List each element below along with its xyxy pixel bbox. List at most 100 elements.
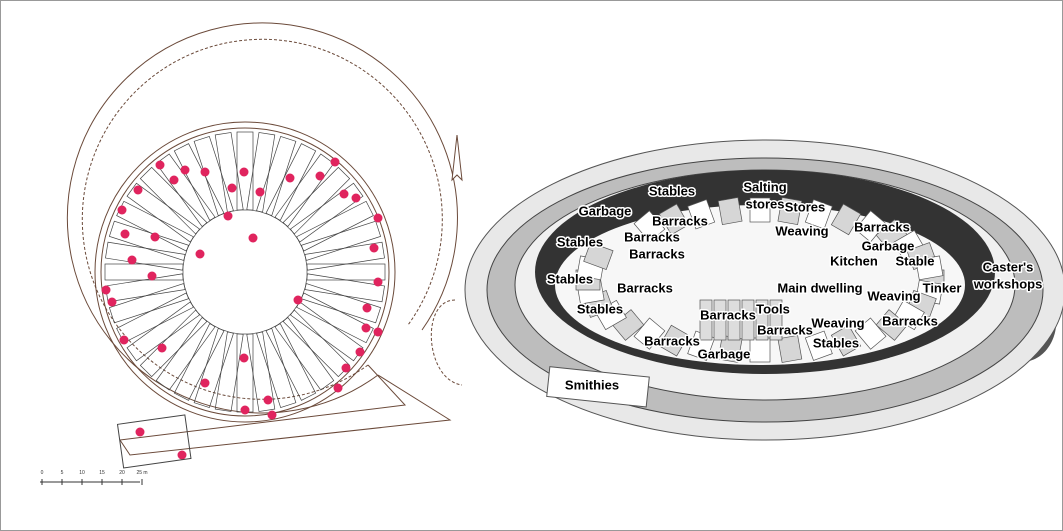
building-label: Barracks — [652, 213, 708, 228]
find-marker — [240, 405, 250, 415]
house — [304, 241, 385, 271]
find-marker — [150, 232, 160, 242]
building-label: Stores — [785, 199, 825, 214]
house-block — [717, 197, 743, 226]
house-block — [633, 317, 666, 350]
find-marker — [373, 327, 383, 337]
find-marker — [361, 323, 371, 333]
house-block — [727, 299, 741, 341]
house-block — [830, 203, 862, 236]
building-label: Barracks — [854, 219, 910, 234]
house-block — [658, 203, 690, 236]
north-arrow — [451, 134, 463, 182]
houses — [546, 197, 945, 408]
building-label: Garbage — [579, 203, 632, 218]
find-marker — [195, 249, 205, 259]
house-block — [777, 334, 803, 363]
inner-wall-2 — [100, 127, 390, 417]
house-block — [713, 299, 727, 341]
find-marker — [351, 193, 361, 203]
building-label: Barracks — [882, 313, 938, 328]
house-block — [915, 255, 944, 281]
house-block — [741, 299, 755, 341]
find-marker — [373, 213, 383, 223]
house-block — [699, 299, 713, 341]
find-marker — [133, 185, 143, 195]
house-block — [749, 197, 771, 223]
ditch — [430, 299, 463, 386]
site-model — [464, 139, 1063, 441]
outer-bank-inner — [81, 38, 443, 400]
house-block — [830, 324, 862, 357]
building-label: workshops — [973, 276, 1043, 291]
scale-bar: 0 5 10 15 20 25 m — [40, 470, 148, 485]
find-marker — [315, 171, 325, 181]
find-marker — [239, 353, 249, 363]
road — [119, 364, 452, 456]
building-label: Stables — [557, 234, 603, 249]
court — [187, 214, 303, 330]
building-label: Weaving — [775, 223, 828, 238]
building-label: Barracks — [700, 307, 756, 322]
find-marker — [157, 343, 167, 353]
building-label: Smithies — [565, 377, 619, 392]
find-marker — [135, 427, 145, 437]
outwork — [116, 414, 192, 469]
building-label: Salting — [743, 179, 786, 194]
building-label: Garbage — [862, 238, 915, 253]
find-marker — [155, 160, 165, 170]
house-block — [658, 324, 690, 357]
find-marker — [285, 173, 295, 183]
find-marker — [255, 187, 265, 197]
building-label: Tools — [756, 301, 790, 316]
house-block — [804, 199, 833, 230]
house-block — [875, 309, 908, 341]
scale-tick-label: 25 m — [136, 470, 147, 476]
labels: Stables SaltingstoresGarbageBarracksStore… — [545, 178, 1043, 394]
scale-tick-label: 0 — [41, 470, 44, 476]
building-label: Kitchen — [830, 253, 878, 268]
building-label: Barracks — [624, 229, 680, 244]
outer-bank — [66, 22, 458, 414]
building-label: Barracks — [617, 280, 673, 295]
building-label: Tinker — [923, 280, 962, 295]
building-label: Stables — [813, 335, 859, 350]
house-block — [687, 199, 716, 230]
find-marker — [177, 450, 187, 460]
site-plan — [66, 22, 463, 469]
find-marker — [101, 285, 111, 295]
house-block — [633, 210, 666, 243]
building-label: Caster's — [983, 259, 1034, 274]
house-block — [749, 337, 771, 363]
building-label: Main dwelling — [777, 280, 862, 295]
smithy-block — [546, 366, 650, 408]
find-marker — [267, 410, 277, 420]
find-marker — [333, 383, 343, 393]
inner-wall — [94, 121, 396, 423]
building-label: Stables — [649, 183, 695, 198]
find-marker — [339, 189, 349, 199]
find-marker — [127, 255, 137, 265]
find-marker — [200, 167, 210, 177]
find-marker — [330, 157, 340, 167]
building-label: Weaving — [867, 288, 920, 303]
scale-tick-label: 5 — [61, 470, 64, 476]
building-label: Stables — [547, 271, 593, 286]
building-label: Barracks — [757, 322, 813, 337]
house-outline — [304, 241, 385, 271]
house-block — [583, 242, 614, 271]
find-marker — [355, 347, 365, 357]
scale-tick-label: 20 — [119, 470, 125, 476]
find-marker — [248, 233, 258, 243]
house-block — [854, 317, 887, 350]
house-block — [769, 299, 783, 341]
find-marker — [200, 378, 210, 388]
find-marker — [369, 243, 379, 253]
find-marker — [293, 295, 303, 305]
find-marker — [362, 303, 372, 313]
find-marker — [169, 175, 179, 185]
find-marker — [120, 229, 130, 239]
house-block — [854, 210, 887, 243]
find-marker — [227, 183, 237, 193]
